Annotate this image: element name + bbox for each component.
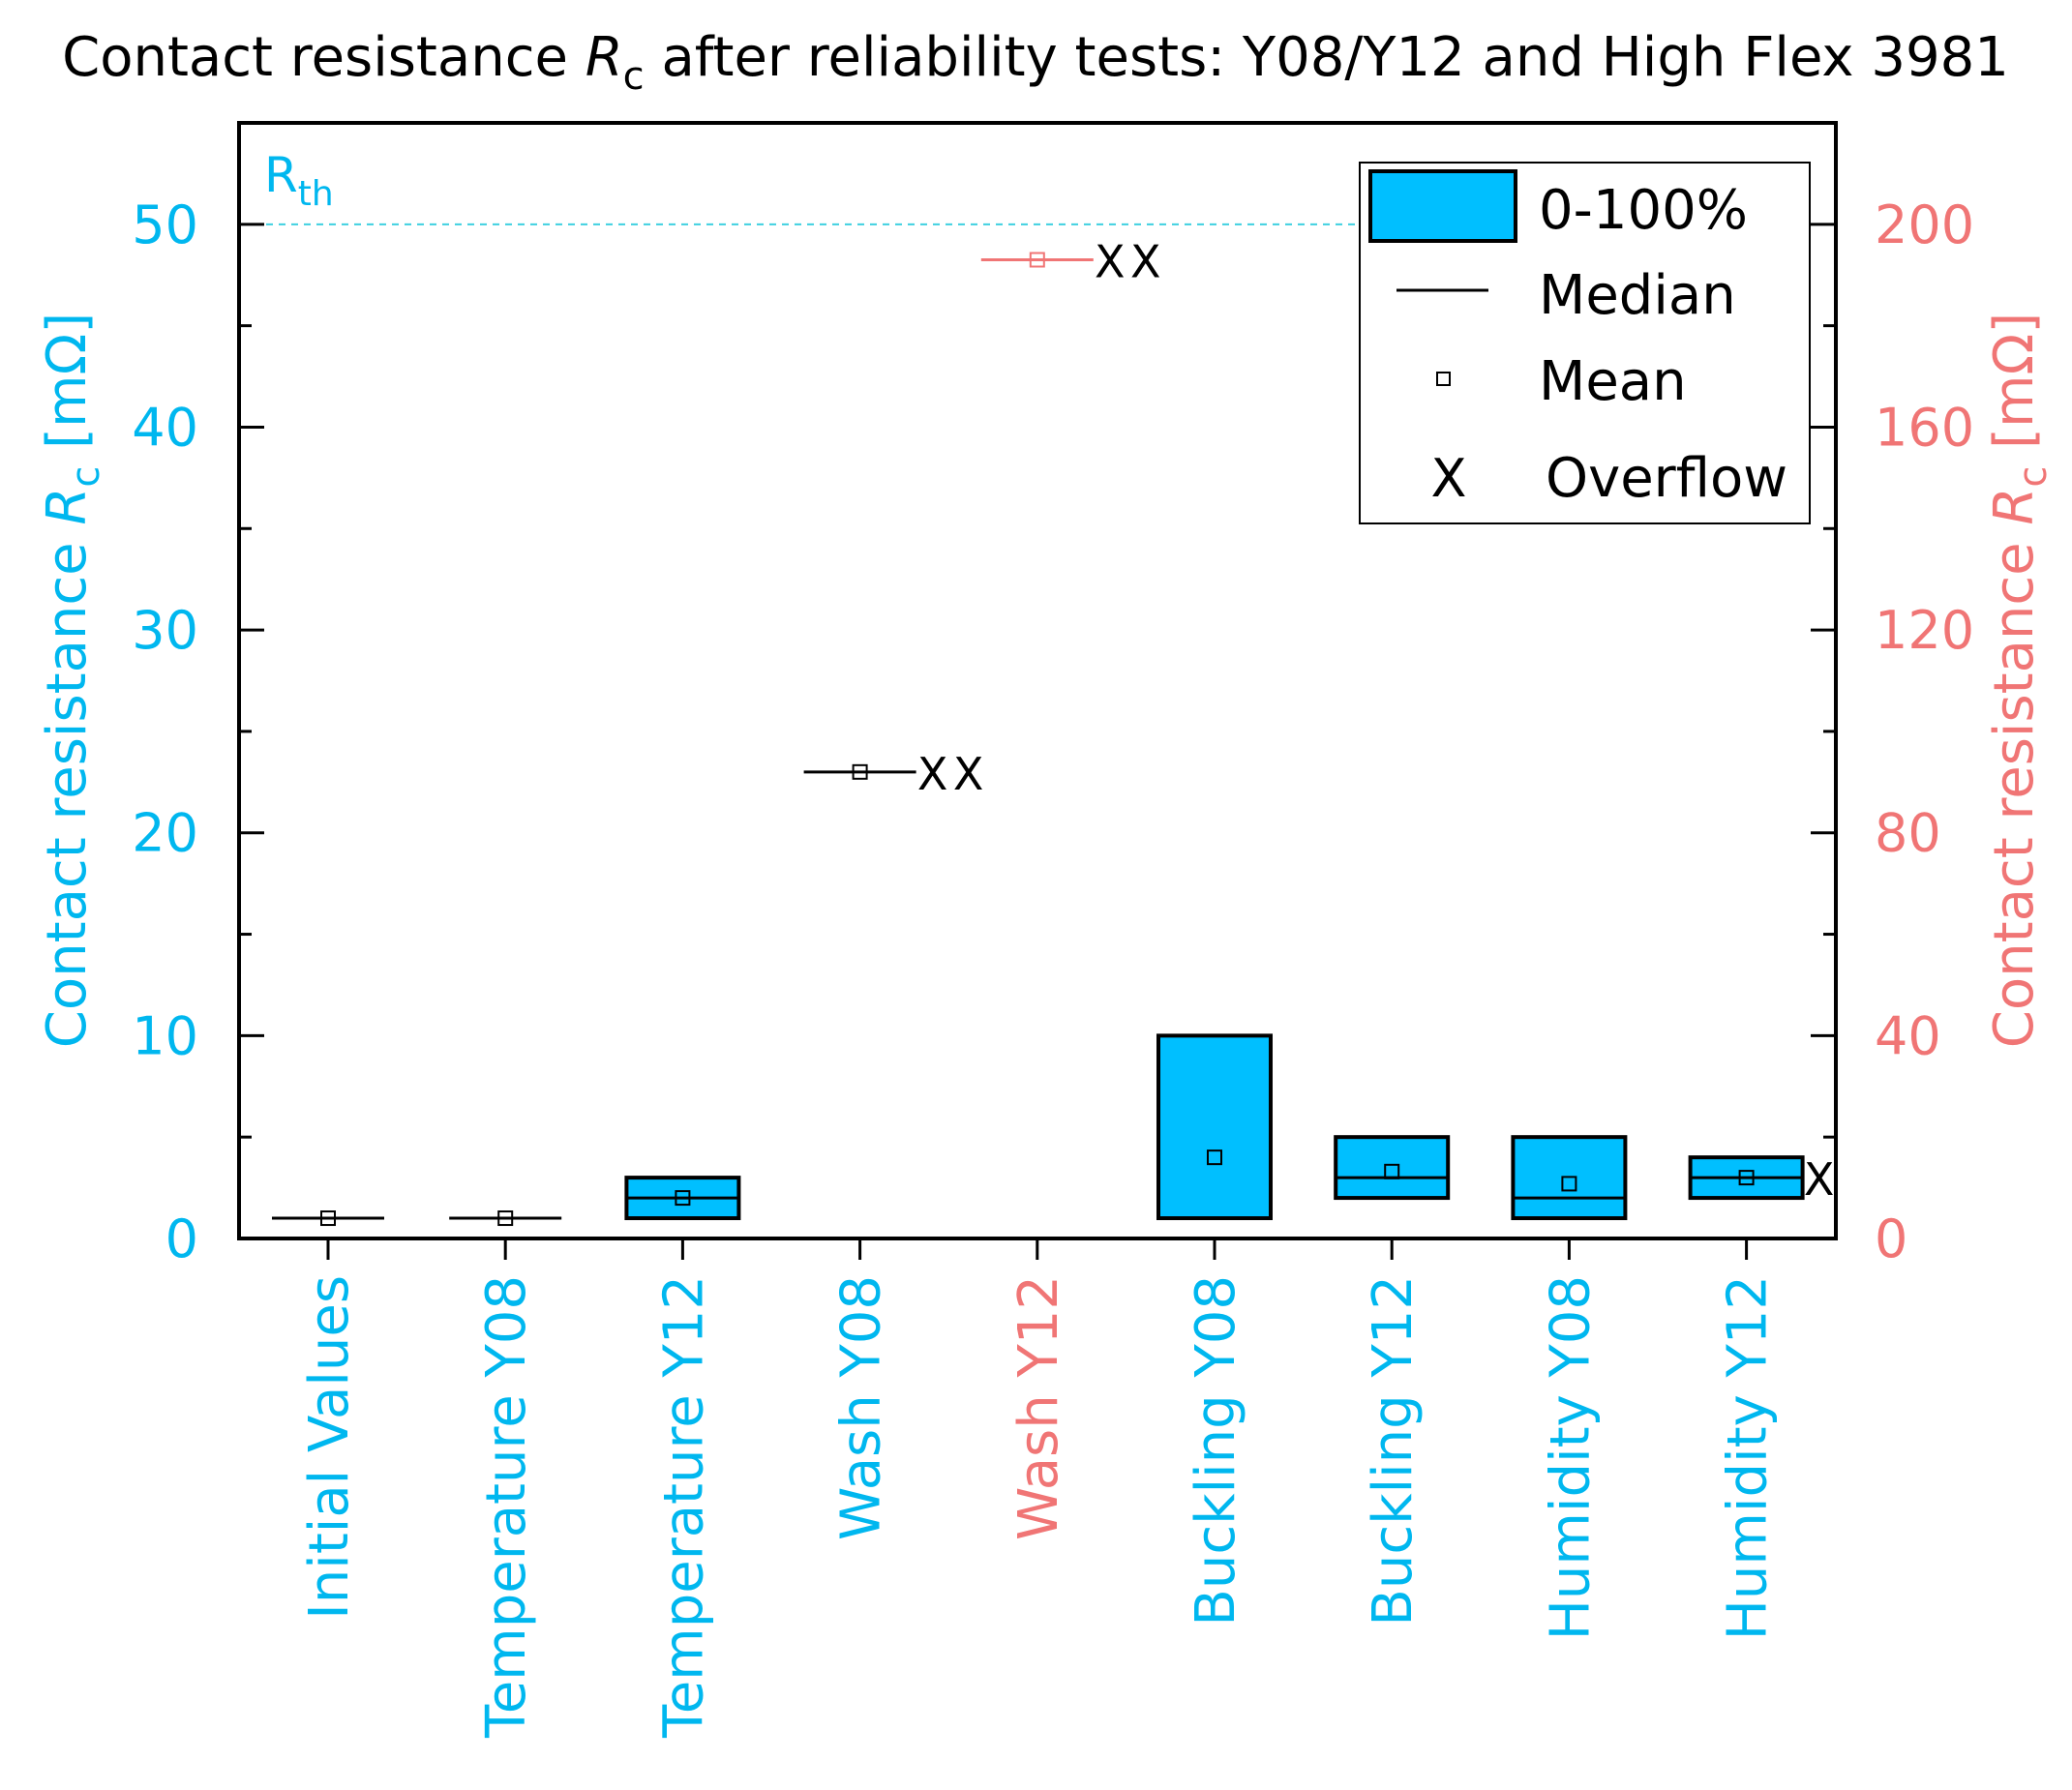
legend-overflow-swatch: X <box>1431 448 1467 509</box>
range-box <box>1156 1033 1273 1221</box>
y-right-tick-label: 0 <box>1875 1208 1907 1269</box>
x-category-label: Humidity Y12 <box>1717 1275 1780 1640</box>
legend-box-swatch <box>1368 169 1517 243</box>
y-left-tick-label: 40 <box>132 397 198 458</box>
y-left-tick-label: 10 <box>132 1005 198 1066</box>
y-left-tick-label: 30 <box>132 600 198 661</box>
mean-marker <box>1561 1176 1577 1192</box>
legend-label-range: 0-100% <box>1539 179 1748 242</box>
overflow-marker: X <box>953 748 984 800</box>
x-category-label: Buckling Y08 <box>1185 1275 1247 1626</box>
x-category-label: Buckling Y12 <box>1362 1275 1425 1626</box>
y-axis-right-label: Contact resistance Rc [mΩ] <box>1983 313 2056 1048</box>
chart-title: Contact resistance Rc after reliability … <box>62 26 2009 99</box>
mean-marker <box>320 1210 336 1227</box>
mean-marker <box>1029 252 1045 268</box>
overflow-marker: X <box>1130 236 1161 288</box>
x-category-label: Wash Y08 <box>830 1275 893 1540</box>
overflow-marker: X <box>917 748 948 800</box>
y-left-tick-label: 50 <box>132 194 198 255</box>
x-category-label: Humidity Y08 <box>1539 1275 1602 1640</box>
overflow-marker: X <box>1804 1153 1835 1206</box>
legend-label-overflow: Overflow <box>1546 447 1787 510</box>
legend: 0-100% Median Mean X Overflow <box>1359 162 1811 524</box>
mean-marker <box>497 1210 514 1227</box>
x-category-label: Temperature Y08 <box>475 1275 538 1739</box>
mean-marker <box>675 1190 691 1207</box>
legend-mean-swatch <box>1436 372 1451 386</box>
x-category-label: Temperature Y12 <box>652 1275 715 1739</box>
y-axis-left-label: Contact resistance Rc [mΩ] <box>36 313 108 1048</box>
threshold-label: Rth <box>264 147 334 214</box>
y-left-tick-label: 0 <box>165 1208 198 1269</box>
range-box <box>1334 1135 1451 1201</box>
x-category-label: Initial Values <box>298 1275 361 1620</box>
overflow-marker: X <box>1095 236 1126 288</box>
mean-marker <box>1207 1149 1222 1166</box>
y-right-tick-label: 160 <box>1875 397 1974 458</box>
y-right-tick-label: 200 <box>1875 194 1974 255</box>
y-right-tick-label: 40 <box>1875 1005 1941 1066</box>
mean-marker <box>1384 1163 1400 1179</box>
mean-marker <box>1738 1170 1755 1186</box>
x-category-label: Wash Y12 <box>1007 1275 1070 1540</box>
y-left-tick-label: 20 <box>132 803 198 864</box>
legend-label-mean: Mean <box>1539 350 1687 413</box>
legend-label-median: Median <box>1539 264 1736 327</box>
mean-marker <box>852 763 868 780</box>
y-right-tick-label: 80 <box>1875 803 1941 864</box>
y-right-tick-label: 120 <box>1875 600 1974 661</box>
